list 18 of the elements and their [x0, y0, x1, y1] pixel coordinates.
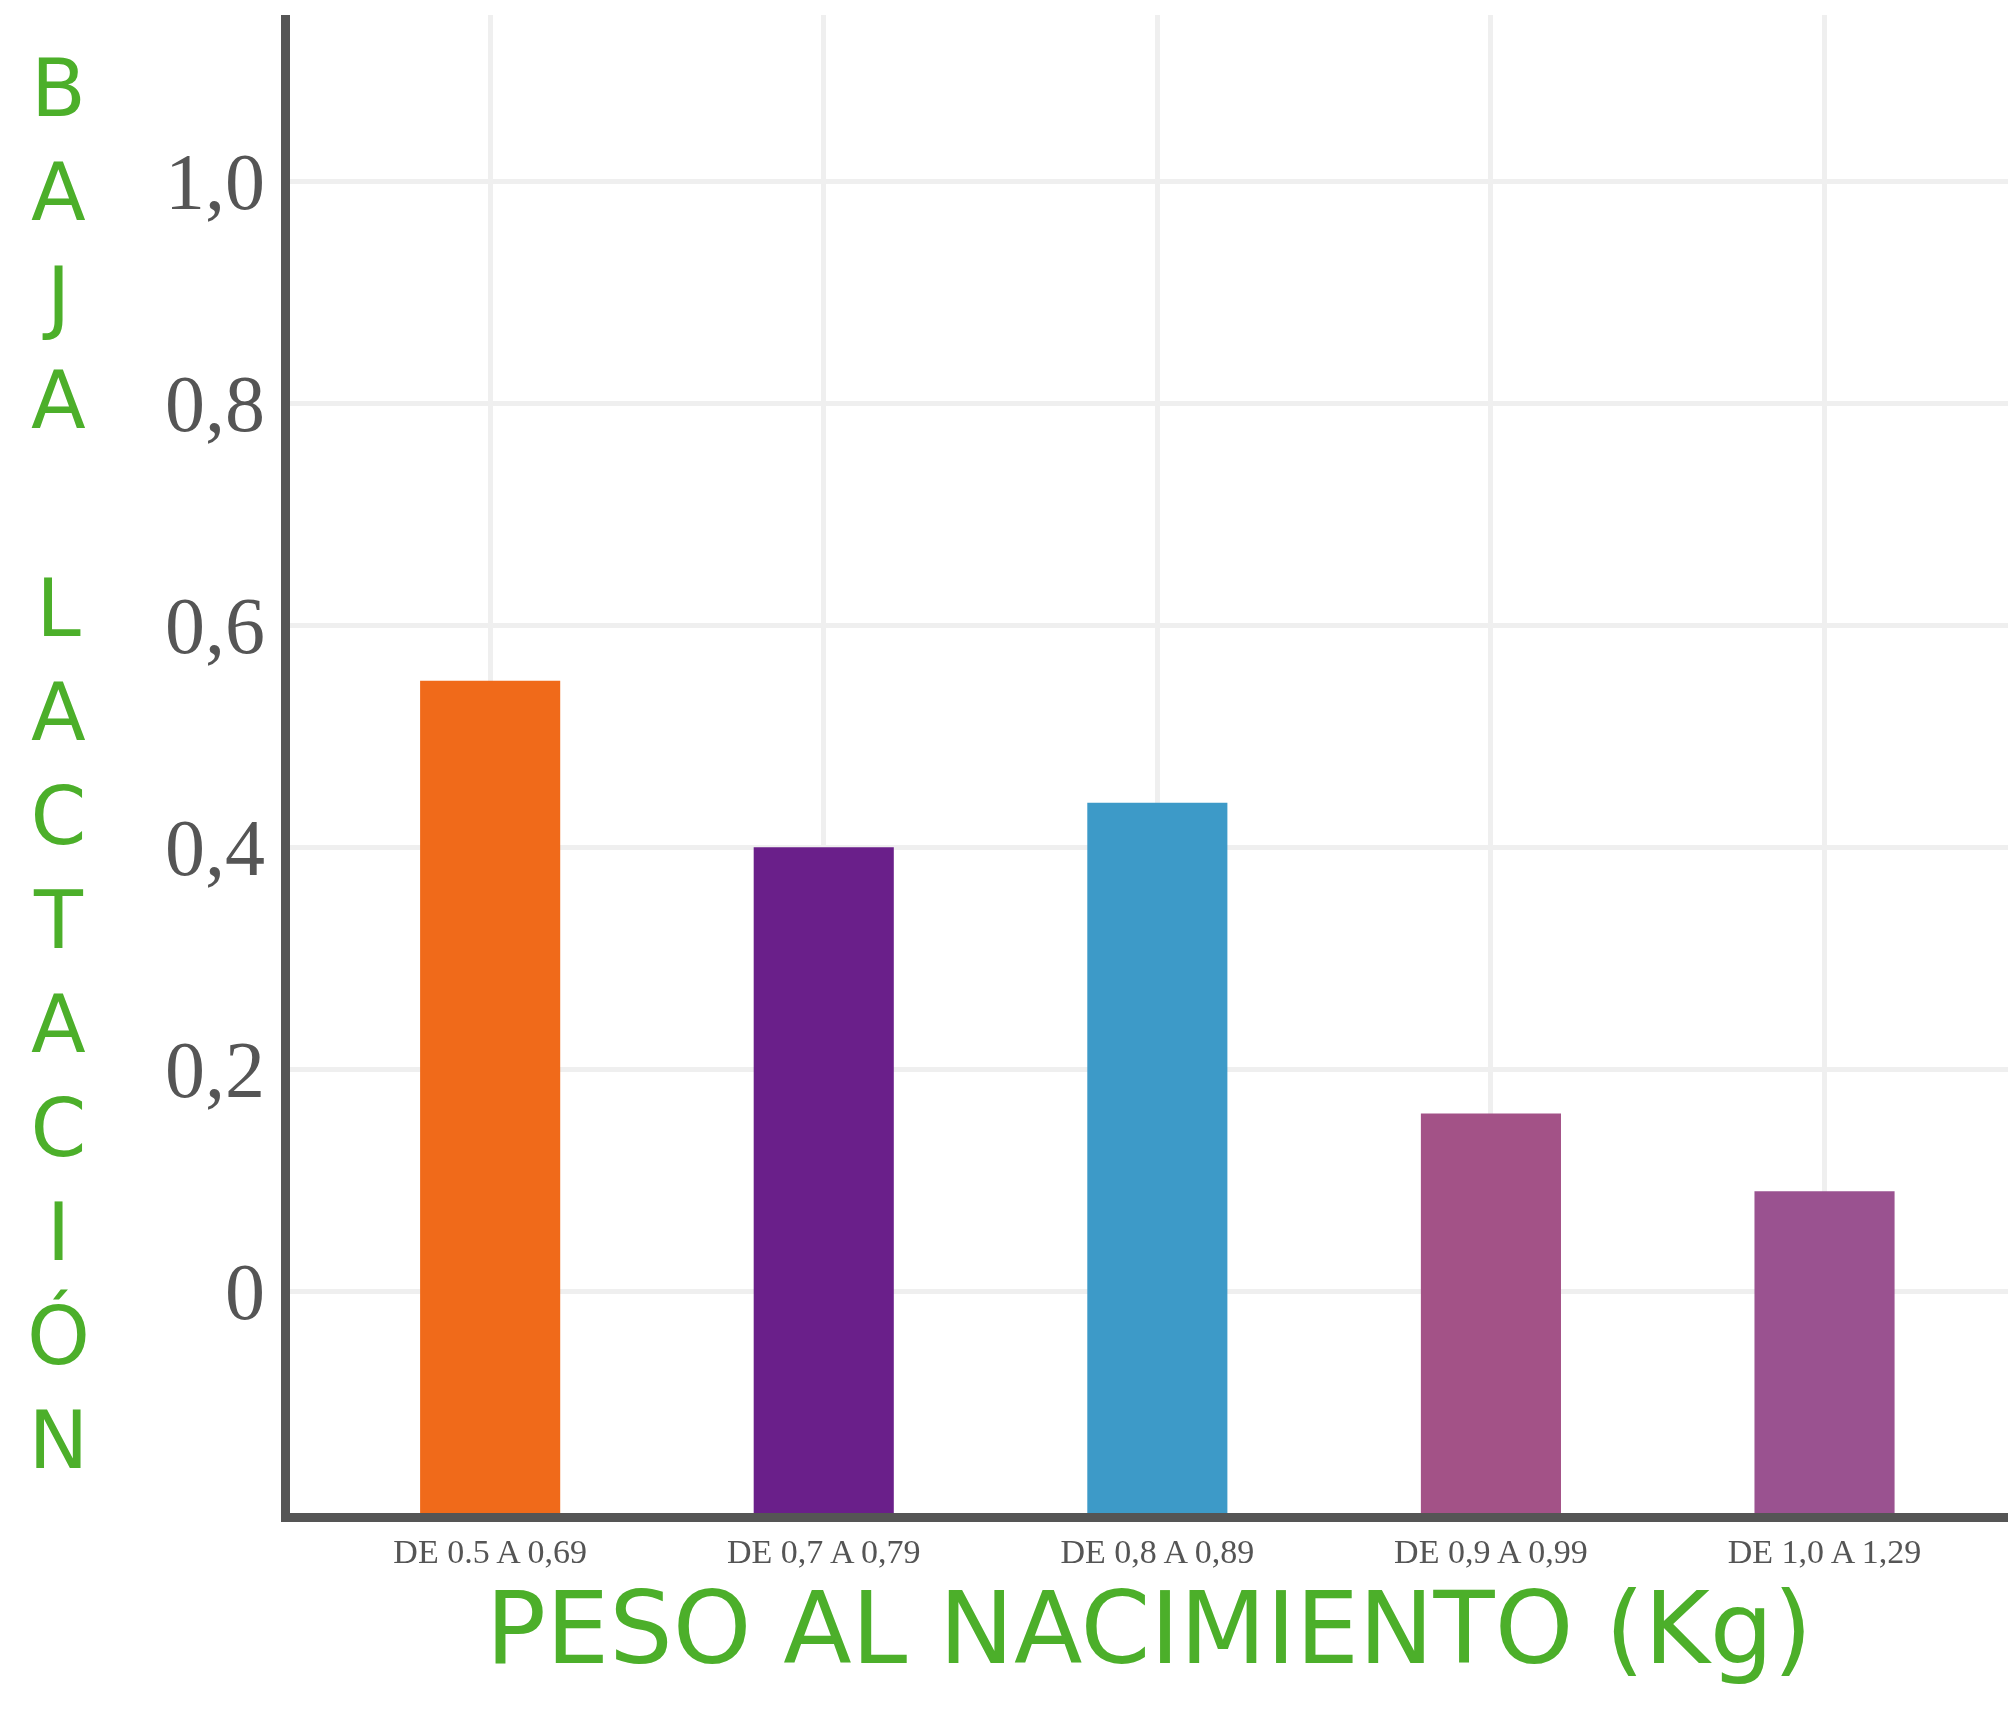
- x-tick-label: DE 0,9 A 0,99: [1394, 1532, 1588, 1570]
- y-tick-label: 1,0: [165, 138, 265, 227]
- x-tick-label: DE 0,7 A 0,79: [726, 1532, 921, 1570]
- bar: [420, 680, 561, 1513]
- bar: [1754, 1191, 1895, 1513]
- bar: [753, 847, 894, 1513]
- text: BAJA LACTACIÓN: [27, 42, 90, 1487]
- x-tick-label: DE 0.5 A 0,69: [393, 1532, 587, 1570]
- x-tick-label: DE 1,0 A 1,29: [1727, 1532, 1922, 1570]
- y-tick-label: 0,2: [165, 1026, 265, 1115]
- y-tick-label: 0,6: [165, 582, 265, 671]
- x-tick-label: DE 0,8 A 0,89: [1060, 1532, 1255, 1570]
- bar: [1087, 802, 1228, 1513]
- y-tick-label: 0,8: [165, 360, 265, 449]
- y-tick-label: 0: [225, 1248, 265, 1337]
- bar: [1420, 1113, 1561, 1513]
- x-axis-title: PESO AL NACIMIENTO (Kg): [485, 1569, 1813, 1687]
- y-tick-label: 0,4: [165, 804, 265, 893]
